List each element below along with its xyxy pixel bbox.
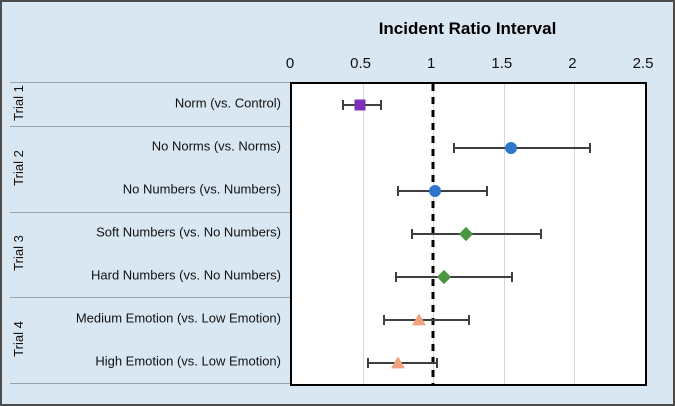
x-axis-tick-label: 2 [568,55,577,72]
plot-area [290,82,647,386]
row-label: Hard Numbers (vs. No Numbers) [91,267,281,283]
x-axis-tick-label: 2.5 [632,55,654,72]
circle-marker [428,185,441,198]
x-axis-tick-label: 1 [427,55,436,72]
trial-group-label: Trial 3 [11,235,26,272]
ci-cap [485,186,488,197]
diamond-marker [458,226,473,242]
ci-cap [453,143,456,154]
ci-error-bar [397,190,487,193]
row-label: Soft Numbers (vs. No Numbers) [96,224,281,240]
ci-error-bar [396,275,513,278]
ci-cap [341,100,344,111]
ci-error-bar [383,318,469,321]
group-separator-line [10,125,291,127]
chart-title: Incident Ratio Interval [378,19,557,38]
group-separator-line [10,383,291,384]
ci-cap [382,314,385,325]
x-axis-tick-label: 1.5 [491,55,513,72]
gridline [362,84,364,384]
ci-cap [367,357,370,368]
row-label: High Emotion (vs. Low Emotion) [95,353,281,369]
ci-cap [436,357,439,368]
ci-cap [588,143,591,154]
row-label: No Norms (vs. Norms) [151,138,281,154]
group-separator-line [10,82,291,83]
group-separator-line [10,211,291,213]
diamond-marker [437,269,452,284]
gridline [574,84,576,384]
ci-cap [511,271,514,282]
ci-error-bar [412,233,541,235]
trial-group-label: Trial 1 [11,85,26,122]
ci-cap [379,100,382,111]
ci-cap [396,186,399,197]
circle-marker [504,142,517,155]
trial-group-label: Trial 4 [11,321,26,357]
ci-cap [411,229,414,239]
ci-cap [539,229,542,239]
row-label: Medium Emotion (vs. Low Emotion) [75,310,281,326]
trial-group-label: Trial 2 [11,149,26,186]
triangle-marker [390,355,405,368]
ci-cap [395,271,398,282]
row-label: No Numbers (vs. Numbers) [122,181,281,197]
ci-cap [467,314,470,325]
triangle-marker [412,313,427,326]
square-marker [354,99,366,111]
x-axis-tick-label: 0.5 [350,55,372,72]
ci-error-bar [454,147,590,150]
group-separator-line [10,297,291,299]
row-label: Norm (vs. Control) [174,95,281,111]
x-axis-tick-label: 0 [285,55,295,72]
